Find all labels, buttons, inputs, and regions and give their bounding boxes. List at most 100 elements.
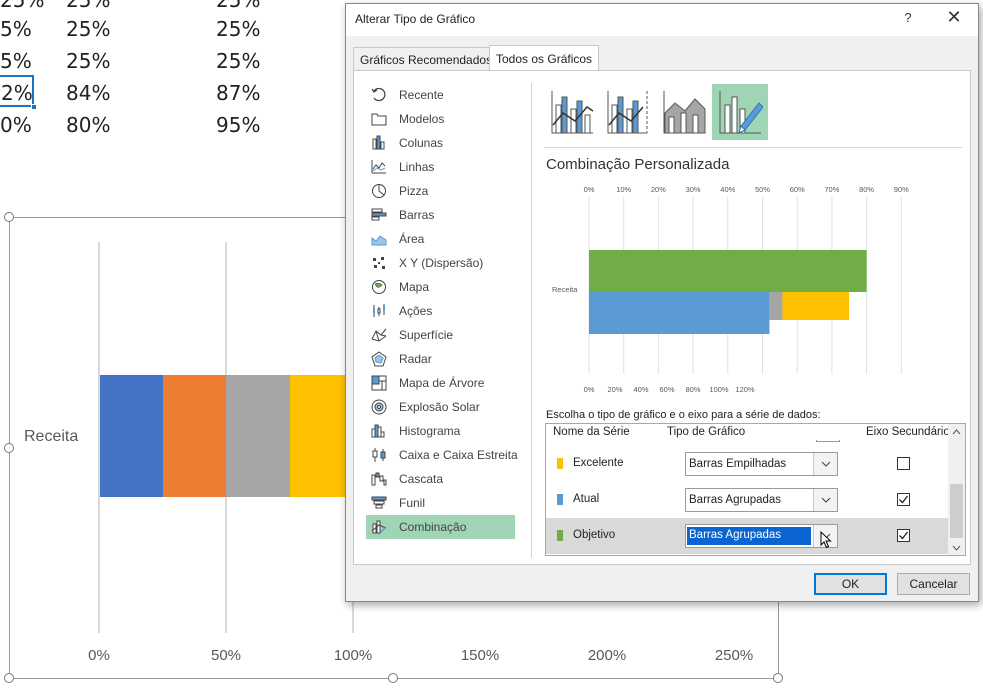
chart-type-linhas[interactable]: Linhas <box>366 155 526 179</box>
chart-type-funil[interactable]: Funil <box>366 491 526 515</box>
chart-type-label: X Y (Dispersão) <box>399 256 484 270</box>
recent-icon <box>370 87 388 103</box>
chart-type-box-whisker[interactable]: Caixa e Caixa Estreita <box>366 443 526 467</box>
sheet-cell[interactable]: 84% <box>66 81 111 105</box>
chart-type-label: Caixa e Caixa Estreita <box>399 448 518 462</box>
sheet-cell[interactable]: 25% <box>66 17 111 41</box>
sheet-cell[interactable]: 5% <box>0 49 32 73</box>
chevron-down-icon[interactable] <box>813 453 837 475</box>
chart-type-pizza[interactable]: Pizza <box>366 179 526 203</box>
sheet-cell[interactable]: 87% <box>216 81 261 105</box>
dropdown-value: Barras Empilhadas <box>689 458 787 470</box>
chart-type-area[interactable]: Área <box>366 227 526 251</box>
series-row[interactable]: Excelente Barras Empilhadas <box>546 446 949 482</box>
bg-bar-segment <box>226 375 290 497</box>
chart-type-modelos[interactable]: Modelos <box>366 107 526 131</box>
chart-type-radar[interactable]: Radar <box>366 347 526 371</box>
preview-secondary-tick: 10% <box>616 185 631 194</box>
chart-type-label: Pizza <box>399 184 429 198</box>
chart-type-label: Explosão Solar <box>399 400 480 414</box>
sheet-cell[interactable]: 5% <box>0 17 32 41</box>
sheet-cell[interactable]: 25% <box>66 0 111 12</box>
selection-handle[interactable] <box>31 104 37 110</box>
secondary-axis-checkbox[interactable] <box>897 529 910 542</box>
chart-type-label: Mapa <box>399 280 430 294</box>
series-name: Excelente <box>573 457 624 469</box>
custom-combination-icon[interactable] <box>712 84 768 140</box>
chart-type-treemap[interactable]: Mapa de Árvore <box>366 371 526 395</box>
clustered-column-line-secondary-icon[interactable] <box>600 84 656 140</box>
chart-type-acoes[interactable]: Ações <box>366 299 526 323</box>
close-icon[interactable]: ✕ <box>946 7 962 27</box>
check-icon <box>899 495 909 504</box>
series-color-swatch <box>557 458 563 469</box>
resize-handle[interactable] <box>773 673 783 683</box>
selected-cell[interactable]: 2% <box>0 75 34 107</box>
chart-type-sunburst[interactable]: Explosão Solar <box>366 395 526 419</box>
ok-button[interactable]: OK <box>814 573 887 595</box>
chart-type-histograma[interactable]: Histograma <box>366 419 526 443</box>
secondary-axis-checkbox[interactable] <box>897 457 910 470</box>
chevron-down-icon[interactable] <box>813 489 837 511</box>
chart-type-dropdown[interactable]: Barras Empilhadas <box>685 452 838 476</box>
resize-handle[interactable] <box>4 212 14 222</box>
help-button[interactable]: ? <box>904 10 912 25</box>
chart-type-dropdown[interactable]: Barras Agrupadas <box>685 488 838 512</box>
series-name: Objetivo <box>573 529 616 541</box>
preview-secondary-tick: 50% <box>755 185 770 194</box>
resize-handle[interactable] <box>388 673 398 683</box>
chart-type-label: Combinação <box>399 520 467 534</box>
sheet-cell[interactable]: 25% <box>216 49 261 73</box>
combo-chart-icon <box>370 519 388 535</box>
background-chart-plot: Receita 0% 50% 100% 150% 200% 250% <box>24 242 753 664</box>
map-chart-icon <box>370 279 388 295</box>
chart-type-superficie[interactable]: Superfície <box>366 323 526 347</box>
series-row[interactable]: Atual Barras Agrupadas <box>546 482 949 518</box>
sheet-cell[interactable]: 25% <box>216 0 261 12</box>
sheet-cell[interactable]: 25% <box>0 0 45 12</box>
sheet-cell[interactable]: 80% <box>66 113 111 137</box>
preview-secondary-tick: 20% <box>651 185 666 194</box>
dialog-title-bar[interactable]: Alterar Tipo de Gráfico ? ✕ <box>346 4 978 36</box>
secondary-axis-checkbox[interactable] <box>897 493 910 506</box>
chart-type-barras[interactable]: Barras <box>366 203 526 227</box>
bg-x-tick: 250% <box>715 647 753 664</box>
preview-chart: 0% 10% 20% 30% 40% 50% 60% 70% 80% 90% 0% 20% 40% 60… <box>552 185 909 394</box>
chart-type-label: Cascata <box>399 472 444 486</box>
chart-type-dropdown[interactable]: Barras Agrupadas <box>685 524 838 548</box>
resize-handle[interactable] <box>4 443 14 453</box>
scrollbar-thumb[interactable] <box>950 484 963 538</box>
cancel-button[interactable]: Cancelar <box>897 573 970 595</box>
scroll-down-icon[interactable] <box>948 540 965 555</box>
tab-recommended-charts[interactable]: Gráficos Recomendados <box>353 47 500 70</box>
chart-type-combinacao[interactable]: Combinação <box>366 515 515 539</box>
scatter-chart-icon <box>370 255 388 271</box>
chart-type-mapa[interactable]: Mapa <box>366 275 526 299</box>
sheet-cell[interactable]: 95% <box>216 113 261 137</box>
chart-type-label: Recente <box>399 88 444 102</box>
resize-handle[interactable] <box>4 673 14 683</box>
check-icon <box>899 531 909 540</box>
col-header-name: Nome da Série <box>553 426 630 438</box>
tab-all-charts[interactable]: Todos os Gráficos <box>489 45 600 71</box>
chart-type-cascata[interactable]: Cascata <box>366 467 526 491</box>
chart-type-label: Ações <box>399 304 433 318</box>
dropdown-value: Barras Agrupadas <box>687 527 811 545</box>
preview-primary-tick: 100% <box>709 385 729 394</box>
clustered-column-line-icon[interactable] <box>544 84 600 140</box>
series-row[interactable]: Objetivo Barras Agrupadas <box>546 518 949 554</box>
sheet-cell[interactable]: 25% <box>216 17 261 41</box>
radar-chart-icon <box>370 351 388 367</box>
sheet-cell[interactable]: 0% <box>0 113 32 137</box>
chart-type-colunas[interactable]: Colunas <box>366 131 526 155</box>
scroll-up-icon[interactable] <box>948 424 965 439</box>
chart-type-recente[interactable]: Recente <box>366 83 526 107</box>
background-chart[interactable]: Receita 0% 50% 100% 150% 200% 250% <box>4 212 783 683</box>
bar-chart-icon <box>370 207 388 223</box>
table-scrollbar[interactable] <box>948 424 965 555</box>
sheet-cell[interactable]: 25% <box>66 49 111 73</box>
chart-type-xy[interactable]: X Y (Dispersão) <box>366 251 526 275</box>
folder-icon <box>370 111 388 127</box>
stacked-area-column-icon[interactable] <box>656 84 712 140</box>
bg-bar-segment <box>100 375 163 497</box>
